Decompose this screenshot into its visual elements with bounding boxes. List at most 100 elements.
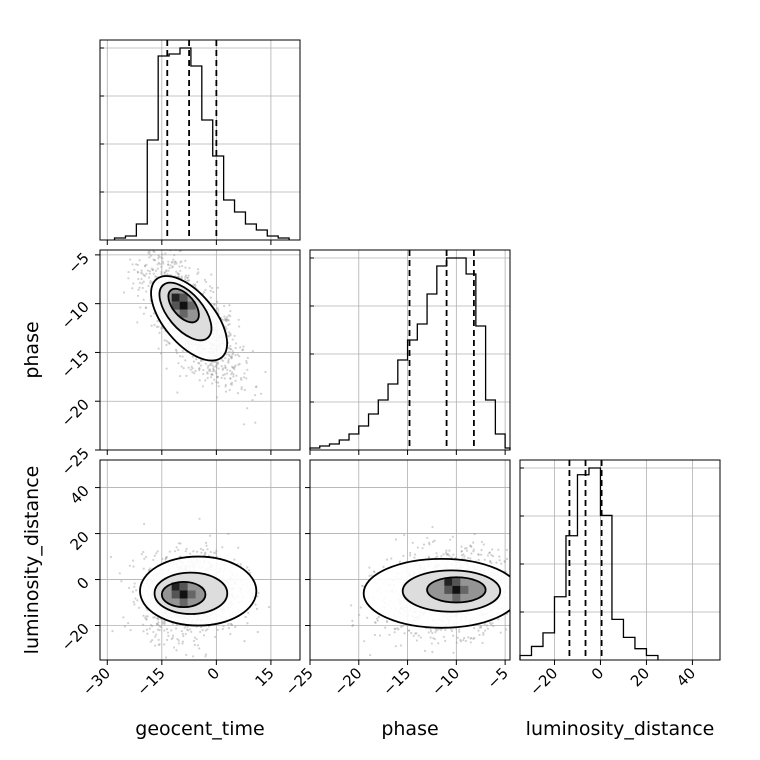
scatter-point [173,262,176,266]
scatter-point [186,629,190,632]
scatter-point [209,362,213,365]
scatter-point [221,546,224,549]
scatter-point [216,376,219,379]
scatter-point [208,285,212,288]
scatter-point [179,375,182,378]
scatter-point [435,629,438,632]
scatter-point [242,423,246,426]
y-tick-label-luminosity_distance: 20 [67,528,93,554]
scatter-point [393,631,396,634]
scatter-point [479,625,483,628]
scatter-point [216,375,219,379]
scatter-point [401,624,404,628]
x-axis-label-phase: phase [381,718,438,740]
scatter-point [143,265,147,268]
scatter-point [498,559,501,562]
scatter-point [431,631,434,635]
scatter-point [224,364,227,367]
scatter-point [165,555,168,559]
scatter-point [456,636,459,639]
scatter-point [230,356,233,359]
scatter-point [194,369,197,373]
scatter-point [242,376,246,379]
scatter-point [505,557,509,561]
scatter-point [145,615,148,618]
scatter-point [451,535,454,538]
scatter-point [237,546,240,549]
scatter-point [415,632,418,635]
scatter-point [448,549,451,552]
scatter-point [245,377,248,380]
scatter-point [229,310,232,313]
scatter-point [155,325,158,328]
scatter-point [211,364,214,367]
scatter-point [204,379,207,382]
scatter-point [490,553,493,557]
scatter-point [160,270,163,274]
scatter-point [204,552,207,555]
scatter-point [246,407,249,410]
scatter-point [184,632,187,636]
scatter-point [400,625,403,628]
scatter-point [460,550,463,553]
scatter-point [155,633,158,636]
scatter-point [194,284,197,288]
scatter-point [168,266,171,270]
x-tick-label-phase: −10 [428,664,463,699]
scatter-point [376,619,379,622]
scatter-point [449,538,452,541]
scatter-point [216,286,220,289]
scatter-point [442,635,445,638]
scatter-point [163,621,166,624]
scatter-point [518,618,520,620]
scatter-point [160,256,163,259]
scatter-point [528,557,530,559]
scatter-point [227,346,230,350]
scatter-point [240,378,243,381]
scatter-point [385,558,389,561]
scatter-point [239,377,243,380]
scatter-point [184,259,187,263]
scatter-point [171,622,174,625]
scatter-point [445,549,448,552]
scatter-point [523,605,525,607]
scatter-point [165,367,168,370]
scatter-point [256,595,259,598]
scatter-point [213,551,216,554]
scatter-point [139,306,142,309]
scatter-point [378,634,382,637]
scatter-point [398,560,402,563]
scatter-point [150,267,153,270]
scatter-point [236,392,240,395]
scatter-point [157,623,160,626]
scatter-point [163,271,166,274]
scatter-point [177,548,180,552]
scatter-point [211,382,214,385]
scatter-point [229,632,232,636]
scatter-point [495,561,498,564]
scatter-point [210,373,214,376]
scatter-point [480,540,484,543]
scatter-point [163,620,166,623]
scatter-point [157,254,160,257]
scatter-point [181,632,184,635]
scatter-point [147,284,150,288]
scatter-point [473,636,476,640]
scatter-point [217,385,220,388]
scatter-point [351,623,355,627]
scatter-point [226,318,229,321]
hist-panel-phase [309,249,511,451]
scatter-point [148,270,151,273]
scatter-point [171,634,175,637]
scatter-point [528,599,530,601]
scatter-point [241,348,245,351]
panel-geocent_time-vs-phase [99,249,301,451]
density-cell [171,301,180,310]
scatter-point [165,628,169,631]
scatter-point [222,625,225,628]
scatter-point [229,345,232,348]
scatter-point [188,266,191,270]
scatter-point [437,628,440,631]
y-tick-label-phase: −15 [58,347,93,382]
scatter-point [497,548,500,551]
